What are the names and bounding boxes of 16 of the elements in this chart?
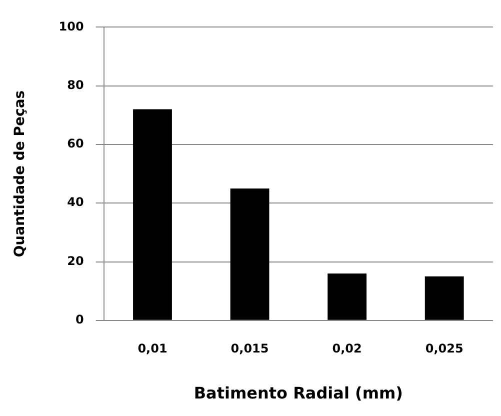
- x-tick-label: 0,02: [332, 342, 362, 356]
- bar: [230, 188, 270, 320]
- bar: [133, 109, 172, 320]
- bar: [328, 273, 367, 320]
- x-tick-label: 0,015: [230, 342, 269, 356]
- y-tick-label: 80: [67, 78, 84, 92]
- y-axis-title: Quantidade de Peças: [12, 90, 28, 258]
- x-axis-title: Batimento Radial (mm): [194, 384, 403, 403]
- bar: [424, 276, 464, 320]
- x-tick-label: 0,01: [138, 342, 168, 356]
- y-tick-label: 40: [67, 195, 84, 210]
- x-tick-label: 0,025: [425, 342, 464, 356]
- y-tick-label: 20: [67, 254, 84, 268]
- y-tick-label: 60: [67, 136, 84, 151]
- y-tick-label: 0: [75, 312, 84, 327]
- y-tick-label: 100: [58, 19, 84, 34]
